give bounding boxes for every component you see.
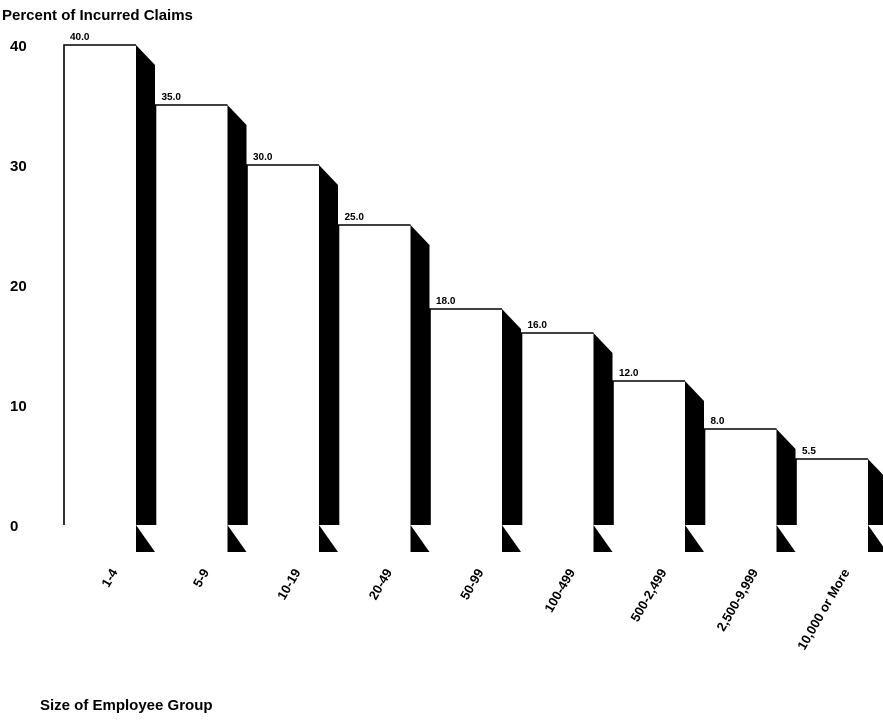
bars-group [63,44,883,552]
bar-7-face [613,381,685,525]
bar-9-side [868,459,883,525]
x-tick-label-5: 50-99 [457,566,487,602]
bar-4-outline [337,224,411,525]
x-tick-label-7: 500-2,499 [627,566,669,624]
x-axis-ticks: 1-4 5-9 10-19 20-49 50-99 100-499 500-2,499 2,5… [98,565,852,652]
x-tick-label-6: 100-499 [541,566,578,615]
bar-8-outline [703,428,777,525]
x-tick-label-9: 10,000 or More [794,566,853,652]
bar-1-shadow [136,525,155,552]
data-label-5: 18.0 [436,296,456,307]
bar-4-side [410,225,430,525]
x-tick-label-1: 1-4 [98,565,121,589]
bar-9-shadow [868,525,883,552]
y-tick-label: 10 [10,398,27,415]
bar-3-outline [246,164,319,525]
bar-3-face [247,165,319,525]
y-axis-ticks: 0 10 20 30 40 [10,38,27,535]
x-axis-title: Size of Employee Group [40,697,213,714]
bar-6-side [593,333,613,525]
bar-5-face [430,309,502,525]
bar-6-face [521,333,594,525]
data-label-1: 40.0 [70,32,90,43]
bar-8-side [776,429,796,525]
data-label-8: 8.0 [711,416,725,427]
bar-7-side [685,381,704,525]
data-label-7: 12.0 [619,368,639,379]
bar-2-side [227,105,247,525]
x-tick-label-2: 5-9 [190,566,212,590]
bar-3-side [319,165,338,525]
bar-1-side [136,45,155,525]
data-label-4: 25.0 [345,212,365,223]
data-label-3: 30.0 [253,152,273,163]
bar-2-shadow [227,525,247,552]
bar-1-outline [63,44,136,525]
y-tick-label: 40 [10,38,27,55]
y-tick-label: 0 [10,518,18,535]
bar-1-face [64,45,136,525]
bar-6-outline [520,332,594,525]
bar-5-outline [429,308,502,525]
bar-9-face [796,459,868,525]
bar-5-side [502,309,521,525]
bar-4-shadow [410,525,430,552]
bar-2-face [155,105,228,525]
x-tick-label-8: 2,500-9,999 [713,566,761,634]
bar-6-shadow [593,525,613,552]
y-tick-label: 20 [10,278,27,295]
bar-7-outline [612,380,685,525]
bar-8-face [704,429,777,525]
bar-7-shadow [685,525,704,552]
bar-9-outline [795,458,868,525]
data-label-9: 5.5 [802,446,816,457]
bar-5-shadow [502,525,521,552]
y-tick-label: 30 [10,158,27,175]
bar-4-face [338,225,411,525]
bar-8-shadow [776,525,796,552]
data-label-6: 16.0 [528,320,548,331]
bar-3-shadow [319,525,338,552]
y-axis-title: Percent of Incurred Claims [2,7,193,24]
data-labels-group: 40.0 35.0 30.0 25.0 18.0 16.0 12.0 8.0 5.5 [70,32,816,457]
x-tick-label-3: 10-19 [274,566,304,602]
data-label-2: 35.0 [162,92,182,103]
x-tick-label-4: 20-49 [365,566,395,602]
bar-2-outline [154,104,228,525]
